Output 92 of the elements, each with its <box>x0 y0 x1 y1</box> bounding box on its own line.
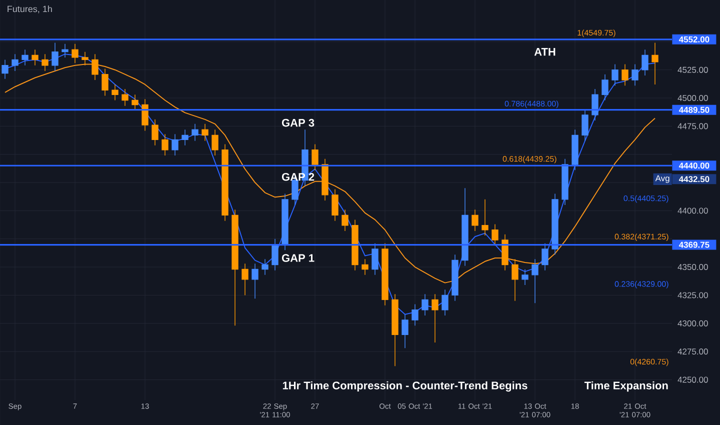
y-tick-label: 4525.00 <box>678 66 708 73</box>
y-tick-label: 4300.00 <box>678 320 708 326</box>
candlestick <box>312 144 318 170</box>
candlestick <box>602 74 608 101</box>
candlestick <box>222 144 228 222</box>
annotation: ATH <box>534 48 556 56</box>
y-tick-label: 4250.00 <box>678 376 708 383</box>
candlestick <box>2 59 8 80</box>
candlestick <box>142 98 148 132</box>
annotation: Avg <box>655 175 670 183</box>
y-tick-label: 4400.00 <box>678 208 708 214</box>
candlestick <box>212 129 218 156</box>
candlestick <box>322 158 328 201</box>
ref-line-label: 4552.00 <box>678 36 710 42</box>
y-tick-label: 4350.00 <box>678 264 708 270</box>
candlestick <box>392 294 398 367</box>
y-tick-label: 4275.00 <box>678 348 708 355</box>
candlestick <box>332 188 338 222</box>
candlestick <box>422 294 428 316</box>
candlestick <box>582 108 588 142</box>
candlestick <box>612 64 618 86</box>
candlestick <box>452 254 458 302</box>
candlestick <box>102 68 108 96</box>
candlestick <box>442 289 448 316</box>
candlestick <box>462 188 468 266</box>
candlestick <box>542 243 548 271</box>
candlestick <box>402 314 408 349</box>
candlestick <box>282 193 288 250</box>
candlestick <box>172 134 178 156</box>
candlestick <box>592 88 598 121</box>
candlestick <box>272 238 278 271</box>
annotation: 1Hr Time Compression - Counter-Trend Begins <box>282 381 528 392</box>
candlestick <box>62 44 68 58</box>
y-tick-label: 4475.00 <box>678 123 708 130</box>
candlestick <box>522 268 528 286</box>
candlestick <box>232 209 238 326</box>
text: 4432.50 <box>678 176 710 182</box>
candlestick <box>572 129 578 170</box>
candlestick <box>182 129 188 146</box>
candlestick <box>32 49 38 66</box>
y-tick-label: 4325.00 <box>678 292 708 298</box>
annotation: 0.618(4439.25) <box>502 156 556 164</box>
annotation: 0.382(4371.25) <box>614 234 668 242</box>
candlestick <box>382 243 388 306</box>
candlestick <box>82 51 88 66</box>
candlestick <box>52 42 58 72</box>
candlestick <box>472 209 478 232</box>
candlestick <box>192 124 198 142</box>
annotation: Time Expansion <box>584 381 668 392</box>
candlestick <box>432 294 438 343</box>
candlestick <box>562 158 568 206</box>
candlestick <box>412 304 418 326</box>
annotation: GAP 3 <box>282 118 314 127</box>
candlestick <box>202 124 208 142</box>
candlestick <box>552 193 558 255</box>
candlestick <box>152 119 158 146</box>
ref-line-label: 4440.00 <box>678 162 710 169</box>
candlestick <box>362 258 368 276</box>
candlestick <box>372 243 378 276</box>
candlestick <box>502 234 508 271</box>
annotation: 0.786(4488.00) <box>504 100 558 108</box>
candlestick <box>532 258 538 304</box>
candlestick <box>252 263 258 299</box>
ref-line-label: 4489.50 <box>678 106 710 113</box>
candlestick <box>482 199 488 236</box>
candlestick <box>242 263 248 296</box>
annotation: 0(4260.75) <box>630 358 668 366</box>
candlestick <box>512 258 518 302</box>
ref-line-label: 4369.75 <box>678 242 710 248</box>
candlestick <box>72 44 78 64</box>
annotation: 0.5(4405.25) <box>624 195 668 203</box>
candlestick <box>132 94 138 111</box>
text: Futures, 1h <box>8 6 52 14</box>
annotation: 0.236(4329.00) <box>614 280 668 288</box>
y-tick-label: 4500.00 <box>678 95 708 102</box>
candlestick <box>22 49 28 66</box>
candlestick <box>622 64 628 86</box>
candlestick <box>112 84 118 101</box>
candlestick <box>492 224 498 246</box>
candlestick <box>342 209 348 232</box>
candlestick <box>652 42 658 85</box>
candlestick <box>12 54 18 72</box>
annotation: GAP 1 <box>282 254 314 262</box>
candlestick <box>632 64 638 86</box>
candlestick <box>122 88 128 106</box>
candlestick <box>352 219 358 271</box>
candlestick <box>42 54 48 72</box>
annotation: 1(4549.75) <box>578 30 616 38</box>
candlestick <box>92 54 98 80</box>
candlestick <box>642 49 648 76</box>
candlestick <box>262 258 268 276</box>
candlestick <box>162 134 168 156</box>
